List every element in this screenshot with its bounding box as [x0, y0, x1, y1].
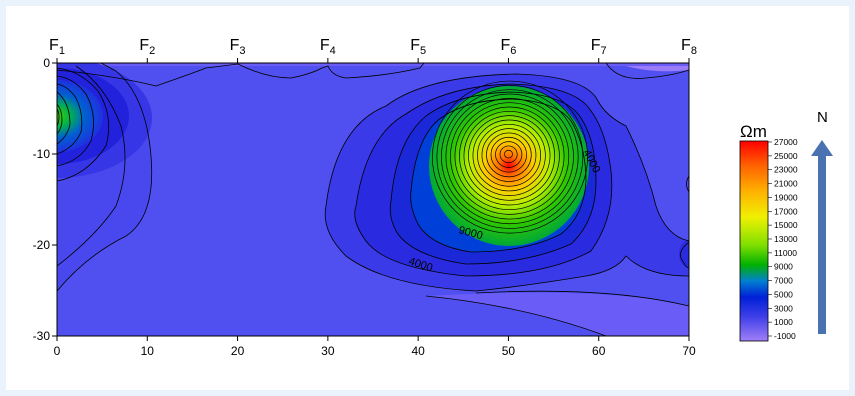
light-band-top — [57, 63, 689, 66]
profile-point-label: F5 — [410, 37, 426, 57]
profile-point-label: F1 — [49, 37, 65, 57]
colorbar-level-label: 1000 — [774, 317, 793, 327]
x-tick-label: 0 — [54, 344, 61, 358]
colorbar-level-label: 7000 — [774, 276, 793, 286]
north-arrow-head — [811, 140, 833, 156]
contour-ring — [445, 93, 574, 220]
contour-ring — [436, 85, 584, 229]
colorbar-level-label: 11000 — [774, 248, 797, 258]
contour-ring — [499, 145, 518, 164]
x-tick-label: 10 — [141, 344, 155, 358]
y-tick-label: -10 — [33, 147, 51, 161]
profile-point-label: F2 — [139, 37, 155, 57]
colorbar-level-label: 5000 — [774, 289, 793, 299]
contour-ring — [472, 119, 546, 192]
profile-point-letter: F — [410, 37, 420, 54]
profile-point-subscript: 4 — [330, 45, 336, 57]
contour-ring — [463, 110, 556, 201]
profile-point-letter: F — [500, 37, 510, 54]
concentric-contour-rings — [432, 80, 588, 234]
profile-point-label: F7 — [591, 37, 607, 57]
profile-point-letter: F — [681, 37, 691, 54]
contour-ring — [495, 141, 523, 168]
y-tick-label: -30 — [33, 329, 51, 343]
colorbar-level-label: 15000 — [774, 220, 798, 230]
north-label: N — [817, 109, 828, 126]
profile-point-letter: F — [320, 37, 330, 54]
left-anomaly-core — [57, 80, 103, 152]
profile-point-subscript: 6 — [510, 45, 516, 57]
contour-ring — [477, 123, 542, 187]
contour-ring — [486, 132, 532, 178]
colorbar-level-label: 3000 — [774, 303, 793, 313]
colorbar-unit: Ωm — [740, 122, 767, 141]
contour-ring — [481, 128, 537, 182]
x-tick-label: 40 — [411, 344, 425, 358]
profile-point-subscript: 3 — [239, 45, 245, 57]
profile-point-subscript: 5 — [420, 45, 426, 57]
colorbar-level-label: -1000 — [774, 331, 796, 341]
contour-lines — [57, 63, 689, 336]
x-tick-label: 60 — [592, 344, 606, 358]
colorbar-level-label: 25000 — [774, 151, 798, 161]
profile-point-subscript: 1 — [59, 45, 65, 57]
profile-point-subscript: 2 — [149, 45, 155, 57]
y-tick-label: -20 — [33, 238, 51, 252]
contour-ring — [459, 106, 560, 206]
colorbar-level-label: 13000 — [774, 234, 798, 244]
plot-frame — [56, 62, 690, 337]
colorbar-level-label: 27000 — [774, 137, 798, 147]
profile-point-subscript: 8 — [691, 45, 697, 57]
colorbar-labels: 27000 25000 23000 21000 19000 17000 15000 13000… — [768, 137, 798, 341]
contour-ring — [504, 149, 513, 159]
contour-figure: 4000 9000 4000 0 10 20 30 40 50 60 70 0 -10 -20 -30… — [6, 6, 849, 390]
profile-point-label: F4 — [320, 37, 336, 57]
north-arrow-shaft — [818, 154, 826, 334]
x-tick-label: 20 — [231, 344, 245, 358]
contour-ring — [454, 102, 565, 211]
contour-ring — [468, 115, 551, 196]
contour-ring — [450, 98, 570, 215]
colorbar: Ωm 27000 25000 23000 21000 19000 17000 15000 13… — [739, 122, 798, 342]
profile-point-letter: F — [49, 37, 59, 54]
profile-point-label: F6 — [500, 37, 516, 57]
profile-point-letter: F — [230, 37, 240, 54]
contour-ring — [441, 89, 579, 225]
right-edge-blob — [679, 240, 689, 268]
profile-point-label: F8 — [681, 37, 697, 57]
profile-point-label: F3 — [230, 37, 246, 57]
colorbar-level-label: 19000 — [774, 192, 798, 202]
x-tick-label: 30 — [321, 344, 335, 358]
profile-point-subscript: 7 — [601, 45, 607, 57]
north-arrow: N — [811, 109, 833, 334]
chart-svg: 4000 9000 4000 0 10 20 30 40 50 60 700-10-20-30… — [33, 37, 833, 358]
x-tick-label: 50 — [502, 344, 516, 358]
contour-field — [57, 63, 689, 336]
x-tick-label: 70 — [682, 344, 696, 358]
colorbar-level-label: 9000 — [774, 262, 793, 272]
colorbar-level-label: 23000 — [774, 165, 798, 175]
contour-ring — [432, 80, 588, 234]
colorbar-level-label: 21000 — [774, 179, 798, 189]
profile-point-letter: F — [139, 37, 149, 54]
contour-ring — [490, 136, 527, 173]
colorbar-scale — [739, 140, 769, 342]
colorbar-level-label: 17000 — [774, 206, 798, 216]
light-band-bottom-right — [426, 292, 689, 336]
y-tick-label: 0 — [43, 56, 50, 70]
profile-point-letter: F — [591, 37, 601, 54]
